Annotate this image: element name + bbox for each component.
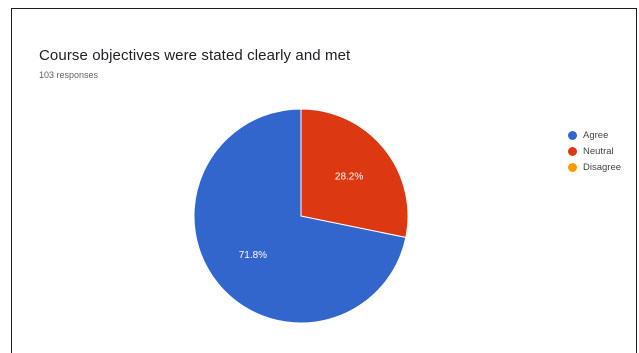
pie-label-neutral: 28.2% [335,171,363,182]
chart-title: Course objectives were stated clearly an… [39,47,351,64]
legend-swatch-disagree [568,162,577,172]
legend-label-disagree: Disagree [583,161,622,173]
chart-legend: Agree Neutral Disagree [568,127,621,175]
legend-label-neutral: Neutral [583,145,614,157]
pie-slice-neutral[interactable] [300,108,409,238]
legend-item-disagree[interactable]: Disagree [568,159,621,175]
legend-item-agree[interactable]: Agree [568,127,621,143]
chart-card: Course objectives were stated clearly an… [11,8,637,353]
legend-swatch-neutral [568,146,577,156]
legend-swatch-agree [568,130,577,140]
legend-item-neutral[interactable]: Neutral [568,143,621,159]
pie-chart: 71.8% 28.2% [193,108,409,324]
pie-label-agree: 71.8% [239,250,267,261]
response-count: 103 responses [39,70,99,80]
pie-slice-agree[interactable] [193,108,407,324]
legend-label-agree: Agree [583,129,609,141]
